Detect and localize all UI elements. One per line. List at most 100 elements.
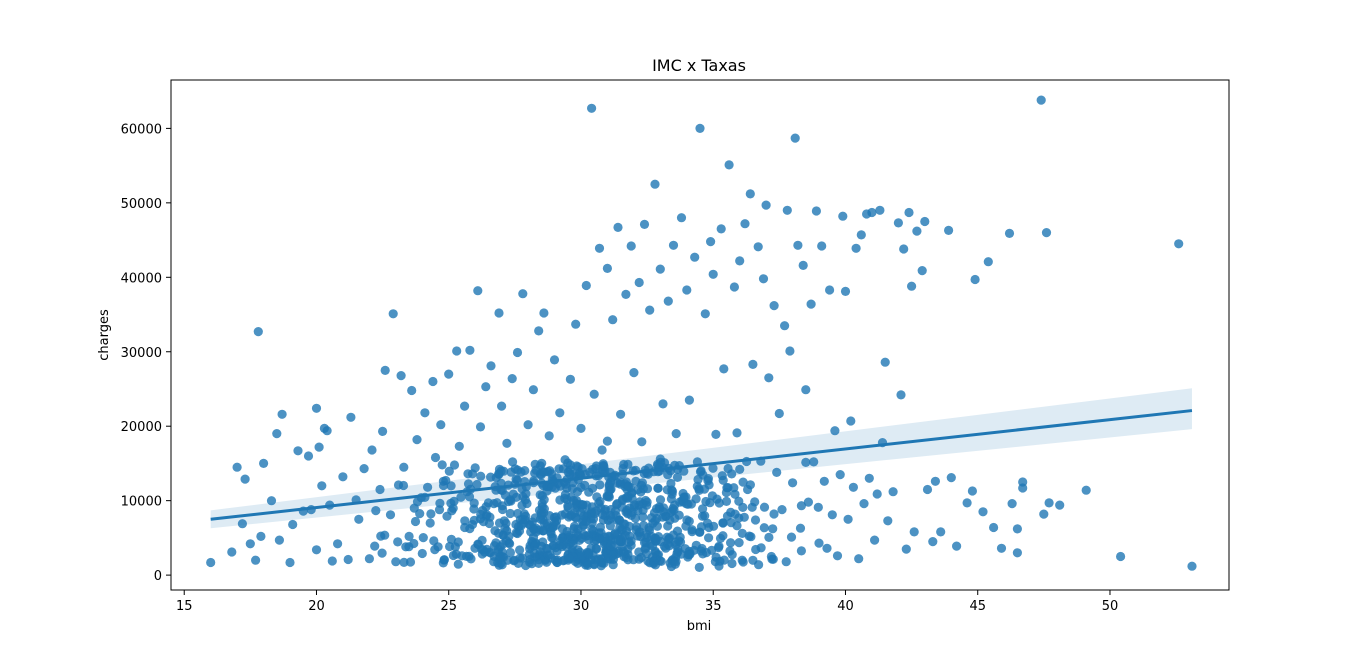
data-point: [240, 474, 250, 484]
data-point: [483, 498, 493, 508]
data-point: [803, 497, 814, 507]
data-point: [781, 557, 791, 567]
data-point: [518, 289, 528, 299]
data-point: [605, 521, 616, 531]
data-point: [317, 481, 327, 491]
data-point: [669, 505, 679, 515]
data-point: [1039, 509, 1049, 519]
data-point: [549, 355, 560, 365]
data-point: [391, 557, 401, 567]
data-point: [625, 531, 635, 541]
data-point: [454, 441, 464, 451]
data-point: [476, 471, 486, 481]
regression-line-layer: [210, 409, 1193, 521]
data-point: [602, 549, 612, 559]
data-point: [542, 543, 552, 553]
data-point: [694, 562, 704, 573]
data-point: [901, 544, 911, 554]
data-point: [769, 509, 779, 519]
data-point: [801, 457, 811, 467]
data-point: [555, 408, 565, 418]
data-point: [766, 551, 777, 562]
data-point: [624, 481, 634, 492]
data-point: [647, 552, 658, 562]
y-axis: 0 10000 20000 30000 40000 50000 60000: [121, 122, 171, 584]
data-point: [259, 458, 269, 468]
data-point: [266, 496, 277, 506]
data-point: [674, 536, 684, 546]
data-point: [712, 494, 722, 504]
data-point: [748, 555, 758, 565]
data-point: [618, 494, 628, 504]
data-point: [639, 537, 650, 548]
data-point: [655, 264, 665, 274]
data-point: [523, 420, 533, 430]
data-point: [538, 526, 548, 536]
data-point: [638, 512, 648, 522]
data-point: [428, 376, 438, 387]
data-point: [444, 369, 454, 379]
data-point: [327, 556, 337, 566]
data-point: [534, 558, 544, 569]
data-point: [531, 465, 541, 475]
data-point: [785, 346, 795, 356]
data-point: [314, 442, 324, 452]
data-point: [489, 557, 499, 567]
data-point: [917, 266, 927, 276]
data-point: [399, 557, 409, 568]
data-point: [616, 409, 626, 419]
data-point: [396, 371, 406, 381]
data-point: [786, 532, 797, 542]
data-point: [840, 286, 851, 296]
regression-line: [210, 409, 1193, 521]
data-point: [1116, 551, 1126, 562]
x-axis-label: bmi: [687, 619, 712, 634]
data-point: [743, 484, 753, 495]
data-point: [472, 479, 482, 490]
data-point: [460, 522, 470, 533]
data-point: [393, 480, 404, 490]
data-point: [663, 296, 673, 306]
data-point: [691, 540, 701, 550]
data-point: [708, 463, 718, 473]
data-point: [253, 327, 263, 337]
data-point: [412, 435, 422, 445]
data-point: [237, 519, 247, 529]
y-tick-label: 30000: [121, 346, 162, 361]
data-point: [478, 505, 488, 516]
data-point: [544, 431, 554, 441]
data-point: [1018, 483, 1028, 493]
data-point: [813, 502, 823, 512]
data-point: [581, 280, 591, 291]
data-point: [521, 560, 531, 571]
data-point: [698, 504, 708, 514]
data-point: [460, 516, 470, 526]
data-point: [448, 550, 458, 561]
y-tick-label: 50000: [121, 197, 162, 212]
data-point: [568, 540, 578, 550]
data-point: [1004, 228, 1015, 238]
data-point: [430, 452, 441, 463]
data-point: [730, 509, 740, 519]
data-point: [497, 401, 507, 411]
data-point: [507, 457, 518, 467]
data-point: [809, 457, 819, 467]
data-point: [695, 527, 705, 537]
data-point: [486, 361, 496, 371]
data-point: [375, 484, 385, 495]
data-point: [464, 551, 474, 562]
data-point: [561, 479, 571, 489]
data-point: [872, 489, 882, 499]
data-point: [912, 226, 922, 236]
data-point: [602, 263, 613, 273]
data-point: [433, 542, 443, 552]
data-point: [716, 224, 726, 234]
data-point: [870, 535, 880, 545]
data-point: [727, 469, 737, 479]
data-point: [595, 480, 605, 490]
points-layer: [206, 95, 1197, 573]
data-point: [1041, 228, 1052, 238]
data-point: [359, 464, 369, 474]
